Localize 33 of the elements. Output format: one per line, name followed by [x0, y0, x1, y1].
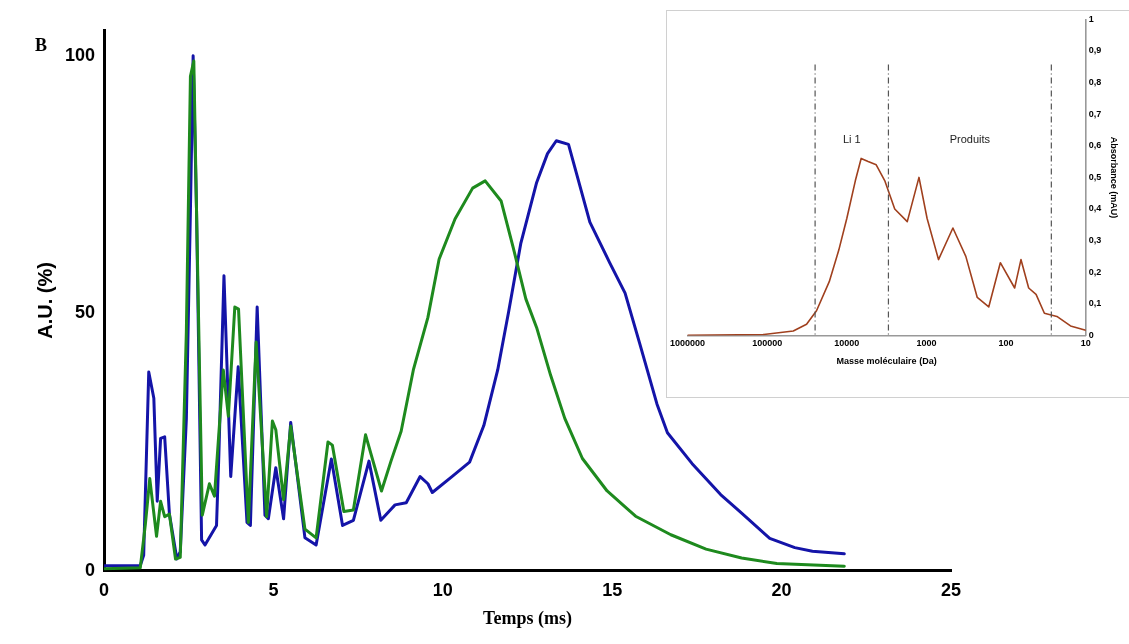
y2-tick-label: 0,2 — [1088, 266, 1102, 277]
x-tick-label: 10 — [432, 579, 453, 600]
x-axis-title: Masse moléculaire (Da) — [836, 356, 937, 367]
x-axis-title: Temps (ms) — [483, 607, 572, 629]
x-tick-label: 10 — [1080, 338, 1091, 349]
y2-tick-label: 0,3 — [1088, 235, 1102, 246]
y-axis-title: A.U. (%) — [33, 262, 56, 339]
y2-tick-label: 0,5 — [1088, 171, 1102, 182]
x-tick-label: 20 — [771, 579, 792, 600]
y2-tick-label: 0,6 — [1088, 140, 1102, 151]
y2-tick-label: 0,1 — [1088, 298, 1102, 309]
x-tick-label: 100 — [998, 338, 1014, 349]
x-tick-label: 25 — [940, 579, 962, 600]
text: B — [35, 35, 48, 56]
y2-tick-label: 0 — [1088, 329, 1094, 340]
x-tick-label: 15 — [602, 579, 623, 600]
y-tick-label: 100 — [64, 44, 96, 65]
x-tick-label: 1000000 — [670, 338, 706, 349]
annotation: Produits — [949, 133, 991, 146]
y-tick-label: 0 — [85, 559, 96, 580]
x-tick-label: 1000 — [916, 338, 937, 349]
x-tick-label: 0 — [99, 579, 110, 600]
y2-tick-label: 0,7 — [1088, 108, 1102, 119]
x-tick-label: 100000 — [752, 338, 783, 349]
annotation: Li 1 — [842, 133, 861, 146]
x-tick-label: 10000 — [834, 338, 860, 349]
y2-tick-label: 0,8 — [1088, 77, 1102, 88]
y-tick-label: 50 — [75, 302, 96, 323]
y2-tick-label: 0,4 — [1088, 203, 1102, 214]
y2-tick-label: 1 — [1088, 13, 1094, 24]
y2-axis-title: Absorbance (mAU) — [1109, 136, 1120, 219]
x-tick-label: 5 — [268, 579, 279, 600]
y2-tick-label: 0,9 — [1088, 45, 1102, 56]
